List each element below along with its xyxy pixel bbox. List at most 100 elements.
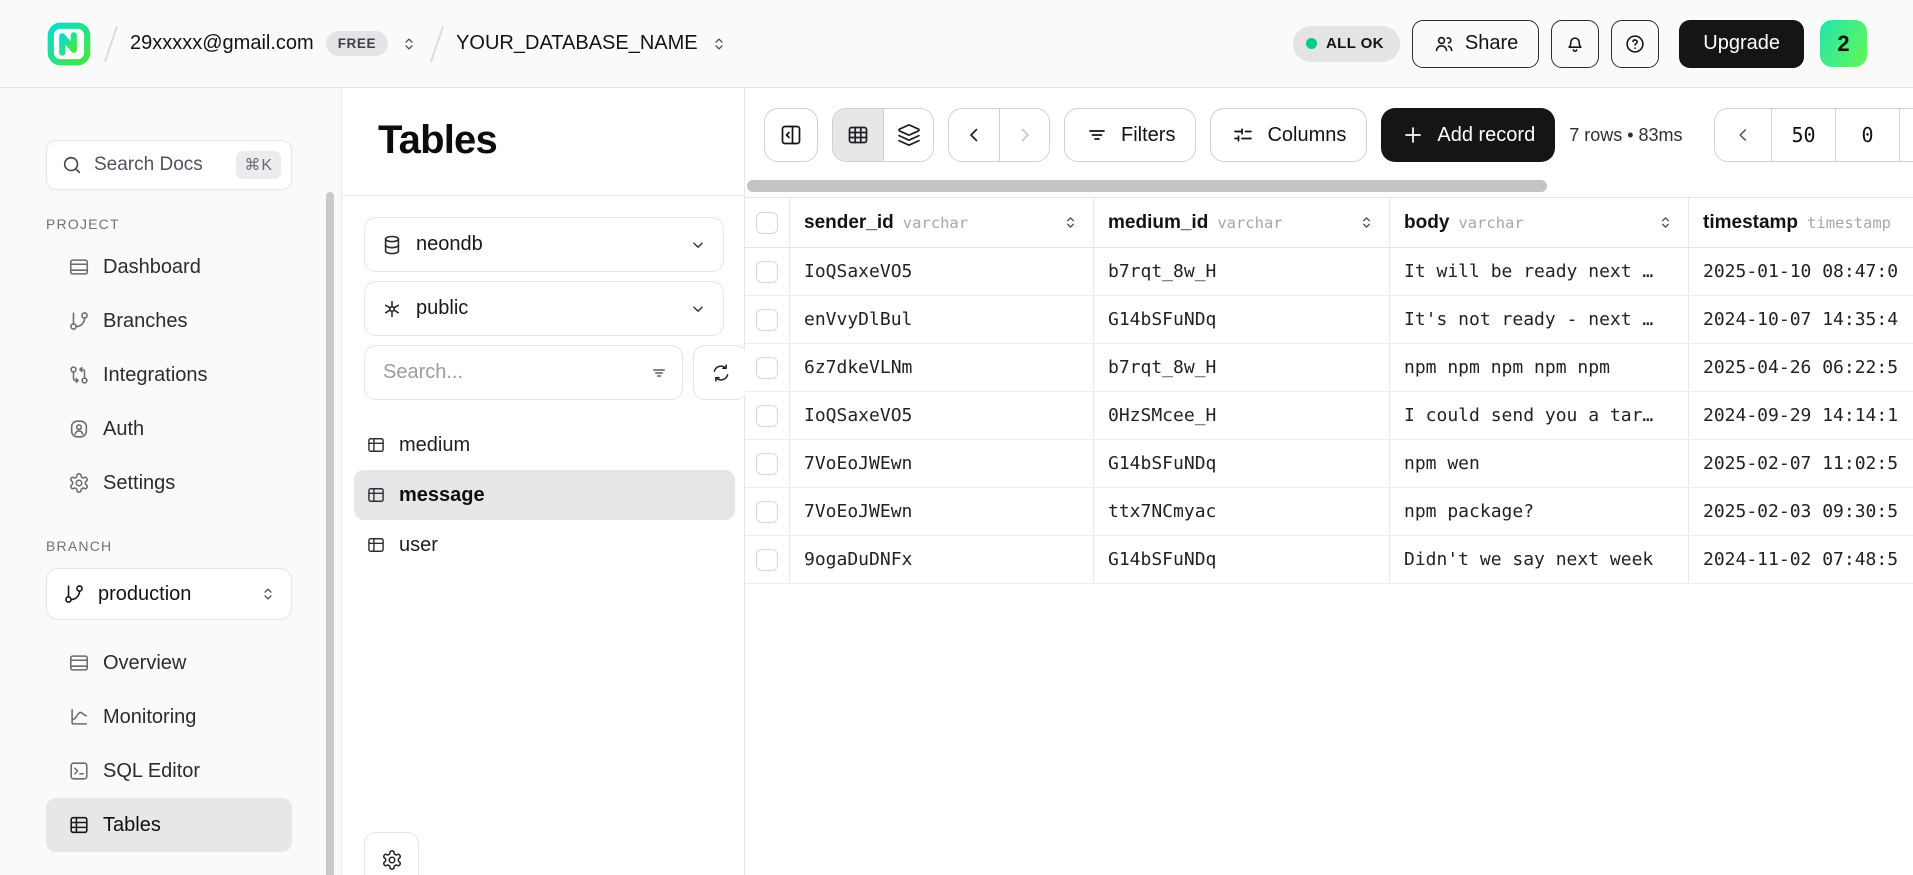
row-checkbox[interactable] bbox=[756, 548, 778, 571]
row-checkbox[interactable] bbox=[756, 356, 778, 379]
row-checkbox[interactable] bbox=[756, 452, 778, 475]
sidebar-item-branches[interactable]: Branches bbox=[46, 294, 292, 348]
cell-medium-id[interactable]: b7rqt_8w_H bbox=[1094, 344, 1390, 391]
layers-view-button[interactable] bbox=[883, 109, 933, 161]
cell-medium-id[interactable]: G14bSFuNDq bbox=[1094, 536, 1390, 583]
row-checkbox[interactable] bbox=[756, 500, 778, 523]
table-list-item-message[interactable]: message bbox=[354, 470, 735, 520]
share-button[interactable]: Share bbox=[1411, 19, 1540, 68]
filter-icon bbox=[1085, 123, 1109, 147]
row-checkbox[interactable] bbox=[756, 260, 778, 283]
sort-icon[interactable] bbox=[1657, 214, 1674, 231]
schema-select[interactable]: public bbox=[364, 281, 724, 336]
horizontal-scrollbar[interactable] bbox=[747, 180, 1547, 192]
cell-timestamp[interactable]: 2024-11-02 07:48:5 bbox=[1689, 536, 1913, 583]
database-select[interactable]: neondb bbox=[364, 217, 724, 272]
topbar-actions: ALL OK Share Upgrade 2 bbox=[1292, 19, 1867, 68]
column-header-medium-id[interactable]: medium_id varchar bbox=[1094, 198, 1390, 247]
sidebar-item-dashboard[interactable]: Dashboard bbox=[46, 240, 292, 294]
horizontal-scrollbar-track[interactable] bbox=[747, 180, 1913, 192]
cell-sender-id[interactable]: 7VoEoJWEwn bbox=[790, 488, 1094, 535]
cell-sender-id[interactable]: IoQSaxeVO5 bbox=[790, 392, 1094, 439]
sidebar-item-tables[interactable]: Tables bbox=[46, 798, 292, 852]
branch-selector[interactable]: production bbox=[46, 568, 292, 620]
collapse-panel-button[interactable] bbox=[764, 108, 818, 162]
filters-button[interactable]: Filters bbox=[1064, 108, 1197, 162]
cell-timestamp[interactable]: 2025-04-26 06:22:5 bbox=[1689, 344, 1913, 391]
sidebar-item-integrations[interactable]: Integrations bbox=[46, 348, 292, 402]
search-docs-button[interactable]: Search Docs ⌘K bbox=[46, 140, 292, 190]
cell-body[interactable]: It will be ready next … bbox=[1390, 248, 1689, 295]
cell-body[interactable]: npm npm npm npm npm bbox=[1390, 344, 1689, 391]
sidebar-item-overview[interactable]: Overview bbox=[46, 636, 292, 690]
sidebar-item-settings[interactable]: Settings bbox=[46, 456, 292, 510]
cell-medium-id[interactable]: G14bSFuNDq bbox=[1094, 296, 1390, 343]
row-checkbox[interactable] bbox=[756, 404, 778, 427]
filter-icon[interactable] bbox=[650, 364, 668, 382]
column-header-body[interactable]: body varchar bbox=[1390, 198, 1689, 247]
cell-body[interactable]: npm wen bbox=[1390, 440, 1689, 487]
cell-timestamp[interactable]: 2024-09-29 14:14:1 bbox=[1689, 392, 1913, 439]
table-row[interactable]: 7VoEoJWEwn ttx7NCmyac npm package? 2025-02-… bbox=[745, 488, 1913, 536]
breadcrumb-divider bbox=[103, 25, 119, 62]
row-checkbox-cell bbox=[745, 344, 790, 391]
next-button[interactable] bbox=[999, 109, 1049, 161]
database-selector-breadcrumb[interactable]: YOUR_DATABASE_NAME bbox=[456, 32, 728, 55]
cell-sender-id[interactable]: IoQSaxeVO5 bbox=[790, 248, 1094, 295]
column-header-timestamp[interactable]: timestamp timestamp bbox=[1689, 198, 1913, 247]
notification-count-badge[interactable]: 2 bbox=[1820, 20, 1867, 67]
help-button[interactable] bbox=[1611, 19, 1660, 68]
columns-button[interactable]: Columns bbox=[1210, 108, 1368, 162]
cell-timestamp[interactable]: 2024-10-07 14:35:4 bbox=[1689, 296, 1913, 343]
cell-body[interactable]: npm package? bbox=[1390, 488, 1689, 535]
table-view-button[interactable] bbox=[833, 109, 883, 161]
sidebar-scrollbar[interactable] bbox=[326, 192, 334, 875]
refresh-button[interactable] bbox=[693, 345, 748, 400]
table-list-item-user[interactable]: user bbox=[354, 520, 735, 570]
table-row[interactable]: IoQSaxeVO5 0HzSMcee_H I could send you a t… bbox=[745, 392, 1913, 440]
table-row[interactable]: 7VoEoJWEwn G14bSFuNDq npm wen 2025-02-07 11… bbox=[745, 440, 1913, 488]
table-row[interactable]: IoQSaxeVO5 b7rqt_8w_H It will be ready nex… bbox=[745, 248, 1913, 296]
cell-sender-id[interactable]: 6z7dkeVLNm bbox=[790, 344, 1094, 391]
row-checkbox[interactable] bbox=[756, 308, 778, 331]
sidebar-item-sql-editor[interactable]: SQL Editor bbox=[46, 744, 292, 798]
sort-icon[interactable] bbox=[1062, 214, 1079, 231]
add-record-button[interactable]: Add record bbox=[1381, 108, 1556, 162]
select-all-checkbox[interactable] bbox=[756, 211, 778, 234]
upgrade-button[interactable]: Upgrade bbox=[1679, 19, 1804, 68]
neon-logo-icon[interactable] bbox=[46, 21, 92, 67]
account-selector[interactable]: 29xxxxx@gmail.com FREE bbox=[130, 31, 418, 56]
cell-body[interactable]: It's not ready - next … bbox=[1390, 296, 1689, 343]
table-list-item-medium[interactable]: medium bbox=[354, 420, 735, 470]
cell-sender-id[interactable]: 7VoEoJWEwn bbox=[790, 440, 1094, 487]
column-header-sender-id[interactable]: sender_id varchar bbox=[790, 198, 1094, 247]
table-search-input[interactable] bbox=[381, 360, 650, 385]
cell-timestamp[interactable]: 2025-01-10 08:47:0 bbox=[1689, 248, 1913, 295]
cell-sender-id[interactable]: 9ogaDuDNFx bbox=[790, 536, 1094, 583]
sort-icon[interactable] bbox=[1358, 214, 1375, 231]
page-next-button[interactable] bbox=[1899, 109, 1913, 161]
cell-timestamp[interactable]: 2025-02-07 11:02:5 bbox=[1689, 440, 1913, 487]
status-badge[interactable]: ALL OK bbox=[1292, 25, 1400, 62]
page-prev-button[interactable] bbox=[1715, 109, 1771, 161]
table-search-box[interactable] bbox=[364, 345, 683, 400]
account-email: 29xxxxx@gmail.com bbox=[130, 32, 314, 54]
page-size[interactable]: 50 bbox=[1771, 109, 1835, 161]
page-offset[interactable]: 0 bbox=[1835, 109, 1899, 161]
cell-sender-id[interactable]: enVvyDlBul bbox=[790, 296, 1094, 343]
prev-button[interactable] bbox=[949, 109, 999, 161]
panel-settings-button[interactable] bbox=[364, 832, 419, 875]
table-row[interactable]: 6z7dkeVLNm b7rqt_8w_H npm npm npm npm npm 2… bbox=[745, 344, 1913, 392]
cell-medium-id[interactable]: 0HzSMcee_H bbox=[1094, 392, 1390, 439]
table-row[interactable]: enVvyDlBul G14bSFuNDq It's not ready - nex… bbox=[745, 296, 1913, 344]
cell-body[interactable]: I could send you a tar… bbox=[1390, 392, 1689, 439]
cell-medium-id[interactable]: b7rqt_8w_H bbox=[1094, 248, 1390, 295]
cell-medium-id[interactable]: G14bSFuNDq bbox=[1094, 440, 1390, 487]
sidebar-item-monitoring[interactable]: Monitoring bbox=[46, 690, 292, 744]
cell-medium-id[interactable]: ttx7NCmyac bbox=[1094, 488, 1390, 535]
sidebar-item-auth[interactable]: Auth bbox=[46, 402, 292, 456]
cell-body[interactable]: Didn't we say next week bbox=[1390, 536, 1689, 583]
table-row[interactable]: 9ogaDuDNFx G14bSFuNDq Didn't we say next w… bbox=[745, 536, 1913, 584]
notifications-button[interactable] bbox=[1551, 19, 1600, 68]
cell-timestamp[interactable]: 2025-02-03 09:30:5 bbox=[1689, 488, 1913, 535]
